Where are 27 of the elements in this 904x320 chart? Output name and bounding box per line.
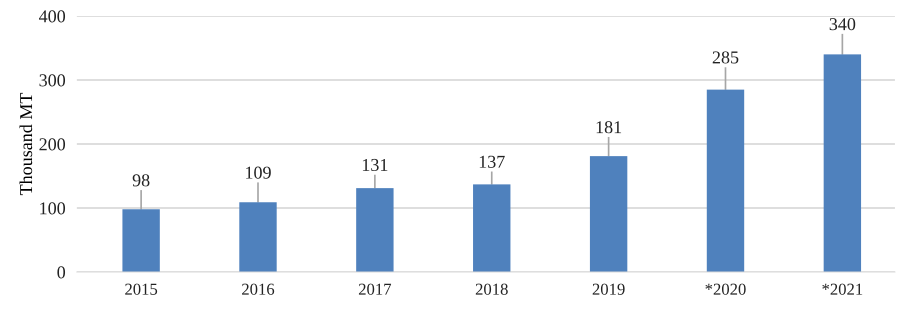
bar [122, 209, 160, 272]
data-label: 181 [596, 121, 622, 134]
x-tick-label: 2016 [242, 284, 274, 295]
y-tick-label: 200 [39, 138, 66, 150]
bar [473, 184, 510, 272]
y-axis-title: Thousand MT [19, 92, 32, 196]
data-label: 109 [246, 166, 271, 179]
x-tick-label: 2019 [592, 284, 625, 295]
data-label: 340 [830, 18, 856, 30]
data-label: 98 [132, 174, 150, 186]
bar [590, 156, 628, 272]
data-label: 137 [480, 156, 505, 168]
data-label: 285 [712, 51, 738, 64]
x-tick-label: *2020 [705, 284, 746, 295]
data-label: 131 [362, 158, 388, 172]
y-tick-label: 0 [57, 266, 66, 278]
y-tick-label: 400 [39, 10, 66, 22]
bar [824, 54, 862, 272]
bar [356, 188, 394, 272]
bar [706, 90, 744, 272]
y-tick-label: 300 [40, 74, 66, 86]
y-tick-label: 100 [40, 202, 66, 214]
x-tick-label: 2018 [476, 284, 508, 295]
x-tick-label: 2015 [125, 284, 158, 295]
x-tick-label: *2021 [822, 284, 862, 295]
x-tick-label: 2017 [358, 284, 392, 295]
bar [239, 202, 277, 272]
